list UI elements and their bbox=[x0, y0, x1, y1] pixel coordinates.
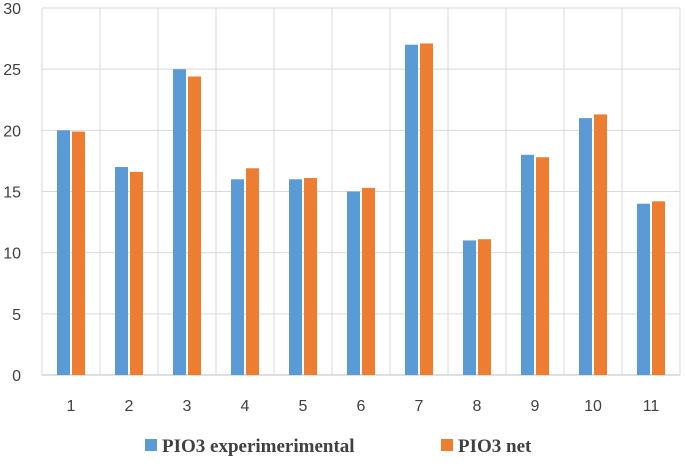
x-tick-label: 1 bbox=[67, 398, 76, 415]
bar-net-9 bbox=[536, 157, 549, 375]
bar-net-3 bbox=[188, 76, 201, 376]
bar-experimental-5 bbox=[289, 179, 302, 375]
y-tick-label: 15 bbox=[3, 185, 21, 202]
x-tick-label: 5 bbox=[299, 398, 308, 415]
x-tick-label: 7 bbox=[415, 398, 424, 415]
bar-net-4 bbox=[246, 168, 259, 375]
bar-experimental-8 bbox=[463, 240, 476, 375]
bar-experimental-2 bbox=[115, 167, 128, 375]
bar-experimental-7 bbox=[405, 44, 418, 375]
bar-net-7 bbox=[420, 43, 433, 376]
x-tick-label: 4 bbox=[241, 398, 250, 415]
y-tick-label: 25 bbox=[3, 62, 21, 79]
x-tick-label: 11 bbox=[643, 398, 660, 415]
bar-net-6 bbox=[362, 187, 375, 375]
grid bbox=[41, 7, 681, 376]
y-tick-label: 10 bbox=[3, 246, 21, 263]
y-tick-label: 5 bbox=[12, 307, 21, 324]
legend-label: PIO3 experimerimental bbox=[162, 436, 355, 457]
x-axis-ticks: 1 2 3 4 5 6 7 8 9 10 11 bbox=[67, 398, 660, 415]
legend-label: PIO3 net bbox=[458, 436, 532, 457]
x-tick-label: 3 bbox=[183, 398, 192, 415]
legend-swatch bbox=[145, 439, 157, 451]
bar-experimental-4 bbox=[231, 179, 244, 375]
bar-net-5 bbox=[304, 178, 317, 375]
bar-experimental-6 bbox=[347, 191, 360, 375]
bar-experimental-9 bbox=[521, 154, 534, 375]
bar-net-11 bbox=[652, 201, 665, 375]
x-tick-label: 6 bbox=[357, 398, 366, 415]
bar-net-10 bbox=[594, 114, 607, 376]
x-tick-label: 8 bbox=[473, 398, 482, 415]
bar-experimental-3 bbox=[173, 69, 186, 376]
x-tick-label: 2 bbox=[125, 398, 134, 415]
y-tick-label: 30 bbox=[3, 1, 21, 18]
y-axis-ticks: 0 5 10 15 20 25 30 bbox=[3, 1, 21, 385]
y-tick-label: 0 bbox=[12, 368, 21, 385]
bar-experimental-1 bbox=[57, 130, 70, 375]
bar-experimental-10 bbox=[579, 118, 592, 375]
legend-swatch bbox=[441, 439, 453, 451]
bar-net-2 bbox=[130, 171, 143, 375]
x-tick-label: 10 bbox=[584, 398, 602, 415]
bar-experimental-11 bbox=[637, 203, 650, 375]
y-tick-label: 20 bbox=[3, 123, 21, 140]
bar-net-8 bbox=[478, 239, 491, 375]
bars bbox=[57, 43, 665, 376]
bar-net-1 bbox=[72, 131, 85, 375]
x-tick-label: 9 bbox=[531, 398, 540, 415]
legend: PIO3 experimerimental PIO3 net bbox=[145, 436, 532, 457]
